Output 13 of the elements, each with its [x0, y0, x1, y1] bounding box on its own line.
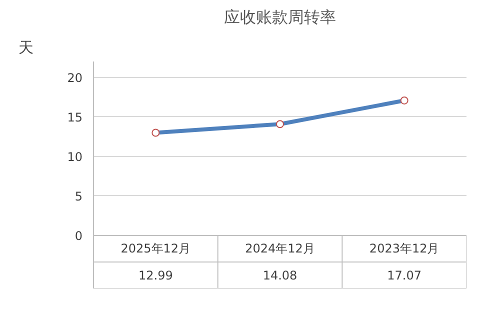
data-label: 12.99: [138, 268, 173, 283]
x-tick-label: 2024年12月: [245, 242, 315, 256]
y-tick-label: 0: [74, 228, 83, 243]
chart-title: 应收账款周转率: [224, 8, 336, 26]
x-tick-label: 2023年12月: [369, 242, 440, 256]
data-label: 17.07: [387, 268, 422, 283]
y-tick-label: 20: [67, 70, 83, 85]
y-tick-label: 5: [74, 189, 83, 204]
y-tick-label: 15: [67, 110, 83, 124]
data-label: 14.08: [262, 268, 298, 283]
y-axis-title: 天: [18, 38, 34, 56]
x-tick-label: 2025年12月: [120, 242, 191, 256]
y-tick-label: 10: [67, 150, 83, 164]
